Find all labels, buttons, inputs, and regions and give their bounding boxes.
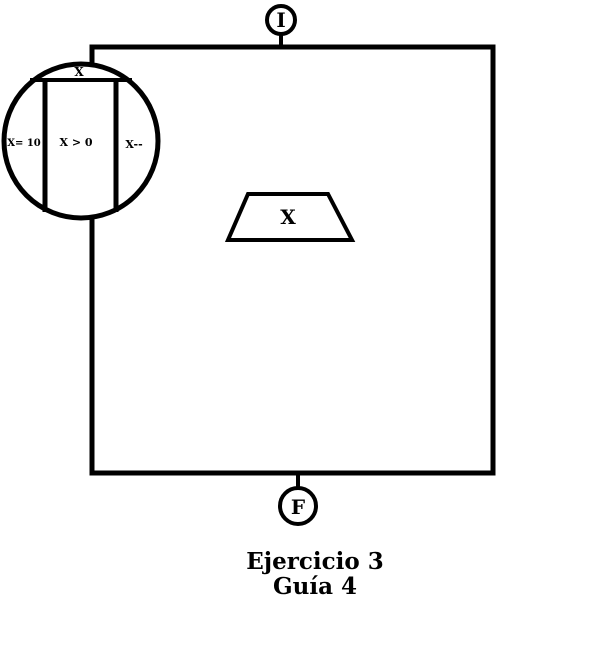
start-label: I: [276, 8, 285, 32]
end-label: F: [291, 495, 305, 519]
output-symbol: X: [224, 192, 356, 242]
caption-title: Ejercicio 3: [246, 548, 384, 575]
main-block: [89, 44, 496, 476]
output-variable: X: [280, 205, 296, 229]
caption-subtitle: Guía 4: [272, 573, 357, 600]
loop-condition: X > 0: [59, 136, 92, 149]
end-node: F: [278, 486, 318, 526]
start-node: I: [265, 4, 297, 36]
loop-variable: X: [74, 65, 84, 79]
loop-update: X--: [125, 138, 142, 151]
loop-symbol: X X= 10 X > 0 X--: [1, 61, 161, 221]
loop-init: X= 10: [7, 138, 41, 149]
